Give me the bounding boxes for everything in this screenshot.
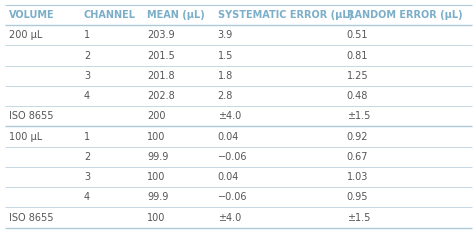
Text: 1.8: 1.8 xyxy=(218,71,233,81)
Text: 200: 200 xyxy=(147,111,165,121)
Text: 0.51: 0.51 xyxy=(346,30,368,40)
Text: ISO 8655: ISO 8655 xyxy=(9,111,53,121)
Text: 0.04: 0.04 xyxy=(218,172,239,182)
Text: SYSTEMATIC ERROR (μL): SYSTEMATIC ERROR (μL) xyxy=(218,10,353,20)
Text: 2: 2 xyxy=(84,51,90,61)
Text: 200 μL: 200 μL xyxy=(9,30,42,40)
Text: 100: 100 xyxy=(147,172,165,182)
Text: 0.67: 0.67 xyxy=(346,152,368,162)
Text: 1: 1 xyxy=(84,30,90,40)
Text: 4: 4 xyxy=(84,91,90,101)
Text: 100: 100 xyxy=(147,213,165,223)
Text: ±1.5: ±1.5 xyxy=(346,111,370,121)
Text: 1.25: 1.25 xyxy=(346,71,368,81)
Text: 0.81: 0.81 xyxy=(346,51,368,61)
Text: 99.9: 99.9 xyxy=(147,192,169,202)
Text: 1.5: 1.5 xyxy=(218,51,233,61)
Text: 3: 3 xyxy=(84,172,90,182)
Text: 201.8: 201.8 xyxy=(147,71,175,81)
Text: 4: 4 xyxy=(84,192,90,202)
Text: 2.8: 2.8 xyxy=(218,91,233,101)
Text: 0.48: 0.48 xyxy=(346,91,368,101)
Text: ±1.5: ±1.5 xyxy=(346,213,370,223)
Text: −0.06: −0.06 xyxy=(218,152,247,162)
Text: VOLUME: VOLUME xyxy=(9,10,54,20)
Text: 3.9: 3.9 xyxy=(218,30,233,40)
Text: 1.03: 1.03 xyxy=(346,172,368,182)
Text: ±4.0: ±4.0 xyxy=(218,213,241,223)
Text: CHANNEL: CHANNEL xyxy=(84,10,136,20)
Text: 3: 3 xyxy=(84,71,90,81)
Text: 201.5: 201.5 xyxy=(147,51,175,61)
Text: ±4.0: ±4.0 xyxy=(218,111,241,121)
Text: 0.92: 0.92 xyxy=(346,132,368,142)
Text: 1: 1 xyxy=(84,132,90,142)
Text: ISO 8655: ISO 8655 xyxy=(9,213,53,223)
Text: −0.06: −0.06 xyxy=(218,192,247,202)
Text: 100 μL: 100 μL xyxy=(9,132,42,142)
Text: 0.04: 0.04 xyxy=(218,132,239,142)
Text: 0.95: 0.95 xyxy=(346,192,368,202)
Text: 2: 2 xyxy=(84,152,90,162)
Text: 99.9: 99.9 xyxy=(147,152,169,162)
Text: MEAN (μL): MEAN (μL) xyxy=(147,10,205,20)
Text: RANDOM ERROR (μL): RANDOM ERROR (μL) xyxy=(346,10,462,20)
Text: 100: 100 xyxy=(147,132,165,142)
Text: 202.8: 202.8 xyxy=(147,91,175,101)
Text: 203.9: 203.9 xyxy=(147,30,175,40)
